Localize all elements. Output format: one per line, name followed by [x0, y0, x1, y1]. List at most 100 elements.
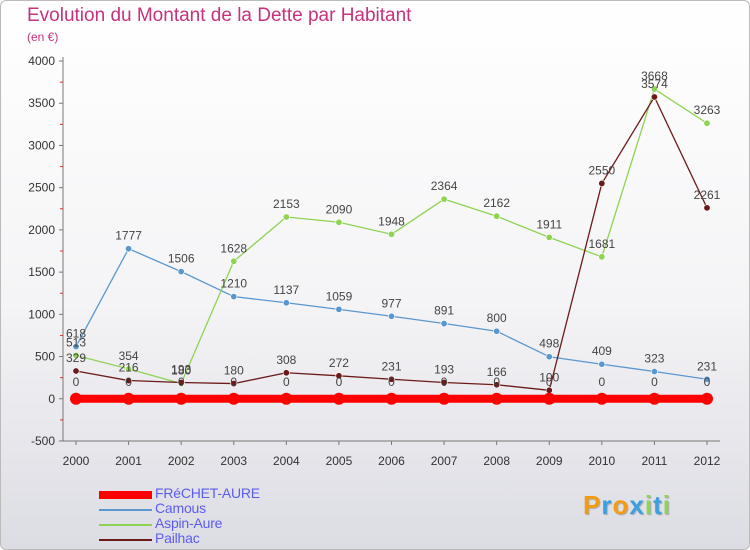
logo-letter: t [653, 490, 663, 520]
data-point [543, 392, 556, 405]
data-label: 354 [119, 349, 139, 363]
x-tick-label: 2002 [168, 454, 195, 468]
data-label: 272 [329, 356, 349, 370]
legend-swatch [99, 524, 152, 526]
data-label: 1210 [220, 277, 247, 291]
logo-letter: r [601, 490, 613, 520]
data-label: 0 [704, 375, 711, 389]
data-point [598, 179, 606, 187]
data-label: 891 [434, 304, 454, 318]
y-tick-label: 1500 [28, 265, 55, 279]
data-point [230, 293, 238, 301]
x-tick-label: 2007 [431, 454, 458, 468]
y-tick-label: 3500 [28, 96, 55, 110]
data-label: 323 [644, 352, 664, 366]
data-label: 3574 [641, 77, 668, 91]
legend-item: Pailhac [99, 530, 399, 548]
legend-swatch [99, 491, 152, 499]
data-point [125, 245, 133, 253]
data-point [598, 253, 606, 261]
data-point [282, 213, 290, 221]
data-label: 2364 [431, 179, 458, 193]
x-tick-label: 2010 [588, 454, 615, 468]
data-point [335, 218, 343, 226]
data-point [282, 299, 290, 307]
data-point [493, 381, 501, 389]
data-point [703, 119, 711, 127]
data-label: 1777 [115, 229, 142, 243]
chart-title: Evolution du Montant de la Dette par Hab… [27, 5, 412, 26]
data-label: 216 [119, 361, 139, 375]
data-point [493, 327, 501, 335]
logo-letter: i [644, 490, 654, 520]
data-point [490, 392, 503, 405]
data-label: 2153 [273, 197, 300, 211]
data-label: 1948 [378, 214, 405, 228]
data-point [595, 392, 608, 405]
x-tick-label: 2011 [642, 454, 668, 468]
data-point [125, 377, 133, 385]
data-point [70, 392, 82, 405]
data-label: 1506 [168, 252, 195, 266]
legend-label: Pailhac [155, 530, 200, 546]
legend-item: FRéCHET-AURE [99, 485, 399, 503]
data-point [387, 375, 395, 383]
data-point [545, 353, 553, 361]
data-point [280, 392, 293, 405]
data-point [177, 378, 185, 386]
data-label: 1059 [326, 289, 353, 303]
data-point [177, 268, 185, 276]
data-label: 166 [487, 365, 507, 379]
x-tick-label: 2012 [694, 454, 721, 468]
x-tick-label: 2006 [378, 454, 405, 468]
data-point [387, 312, 395, 320]
data-label: 2550 [588, 163, 615, 177]
x-tick-label: 2001 [115, 454, 142, 468]
data-point [493, 212, 501, 220]
data-label: 193 [171, 362, 191, 376]
data-label: 1681 [588, 237, 615, 251]
data-point [282, 369, 290, 377]
data-point [440, 378, 448, 386]
y-tick-label: 4000 [28, 54, 55, 68]
data-point [650, 368, 658, 376]
logo-letter: i [662, 490, 671, 520]
data-label: 1628 [220, 241, 247, 255]
legend-swatch [99, 509, 152, 511]
data-label: 2162 [483, 196, 510, 210]
data-point [125, 365, 133, 373]
data-point [72, 351, 80, 359]
x-tick-label: 2003 [220, 454, 247, 468]
data-point [440, 195, 448, 203]
data-point [335, 305, 343, 313]
data-point [703, 204, 711, 212]
logo-letter: x [629, 490, 645, 520]
legend-label: FRéCHET-AURE [155, 485, 260, 501]
data-label: 0 [283, 375, 290, 389]
x-tick-label: 2009 [536, 454, 563, 468]
data-label: 409 [592, 344, 612, 358]
legend-label: Camous [155, 500, 206, 516]
data-label: 100 [539, 370, 559, 384]
x-tick-label: 2005 [326, 454, 353, 468]
data-label: 0 [651, 375, 658, 389]
data-point [230, 380, 238, 388]
data-label: 0 [441, 375, 448, 389]
legend-item: Aspin-Aure [99, 515, 399, 533]
data-label: 0 [336, 375, 343, 389]
legend-swatch [99, 539, 152, 541]
data-label: 0 [598, 375, 605, 389]
data-point [703, 375, 711, 383]
data-point [122, 392, 135, 405]
data-label: 2090 [326, 202, 353, 216]
y-tick-label: 500 [35, 350, 55, 364]
data-label: 3668 [641, 69, 668, 83]
data-label: 3263 [694, 103, 721, 117]
y-tick-label: 3000 [28, 138, 55, 152]
data-point [335, 372, 343, 380]
y-tick-label: 1000 [28, 307, 55, 321]
data-label: 0 [388, 375, 395, 389]
data-point [227, 392, 240, 405]
